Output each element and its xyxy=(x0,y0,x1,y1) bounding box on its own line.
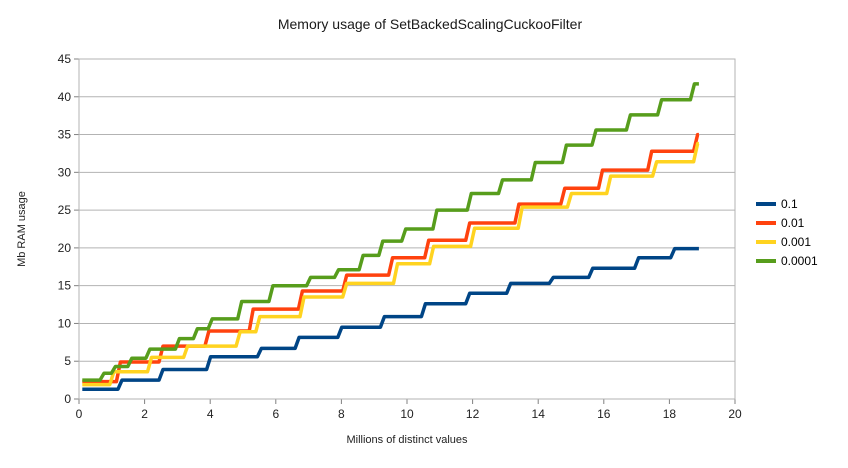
y-tick-label: 0 xyxy=(64,392,71,406)
y-tick-label: 35 xyxy=(58,128,72,142)
legend-label-0.01: 0.01 xyxy=(781,216,805,230)
series-path-0.01 xyxy=(82,132,700,384)
x-tick-label: 10 xyxy=(400,407,414,421)
plot-border xyxy=(78,58,736,400)
x-tick-label: 12 xyxy=(466,407,480,421)
chart-title: Memory usage of SetBackedScalingCuckooFi… xyxy=(278,16,583,32)
legend: 0.1 0.01 0.001 0.0001 xyxy=(756,197,818,268)
x-tick-label: 18 xyxy=(663,407,677,421)
x-tick-label: 16 xyxy=(597,407,611,421)
y-tick-label: 40 xyxy=(58,90,72,104)
legend-item-0.1: 0.1 xyxy=(756,197,798,211)
axes xyxy=(74,58,736,404)
x-tick-label: 8 xyxy=(338,407,345,421)
series-path-0.1 xyxy=(82,246,699,391)
series-path-0.0001 xyxy=(82,82,699,382)
tick-labels: 0 5 10 15 20 25 30 35 40 45 0 2 4 6 8 10 12 14 16 18 20 xyxy=(58,52,742,421)
x-tick-label: 20 xyxy=(728,407,742,421)
legend-item-0.0001: 0.0001 xyxy=(756,254,818,268)
y-tick-label: 20 xyxy=(58,241,72,255)
y-tick-label: 15 xyxy=(58,279,72,293)
y-tick-label: 10 xyxy=(58,316,72,330)
y-tick-label: 45 xyxy=(58,52,72,66)
x-tick-label: 2 xyxy=(141,407,148,421)
legend-label-0.1: 0.1 xyxy=(781,197,798,211)
legend-label-0.0001: 0.0001 xyxy=(781,254,818,268)
y-tick-label: 5 xyxy=(64,354,71,368)
y-tick-label: 25 xyxy=(58,203,72,217)
x-tick-label: 4 xyxy=(207,407,214,421)
series-path-0.001 xyxy=(82,141,700,387)
legend-item-0.001: 0.001 xyxy=(756,235,811,249)
series-lines xyxy=(82,82,700,391)
legend-item-0.01: 0.01 xyxy=(756,216,805,230)
y-tick-label: 30 xyxy=(58,165,72,179)
x-tick-label: 0 xyxy=(76,407,83,421)
x-tick-label: 6 xyxy=(272,407,279,421)
y-axis-title: Mb RAM usage xyxy=(16,191,28,267)
x-tick-label: 14 xyxy=(532,407,546,421)
x-axis-title: Millions of distinct values xyxy=(346,434,468,446)
legend-label-0.001: 0.001 xyxy=(781,235,811,249)
